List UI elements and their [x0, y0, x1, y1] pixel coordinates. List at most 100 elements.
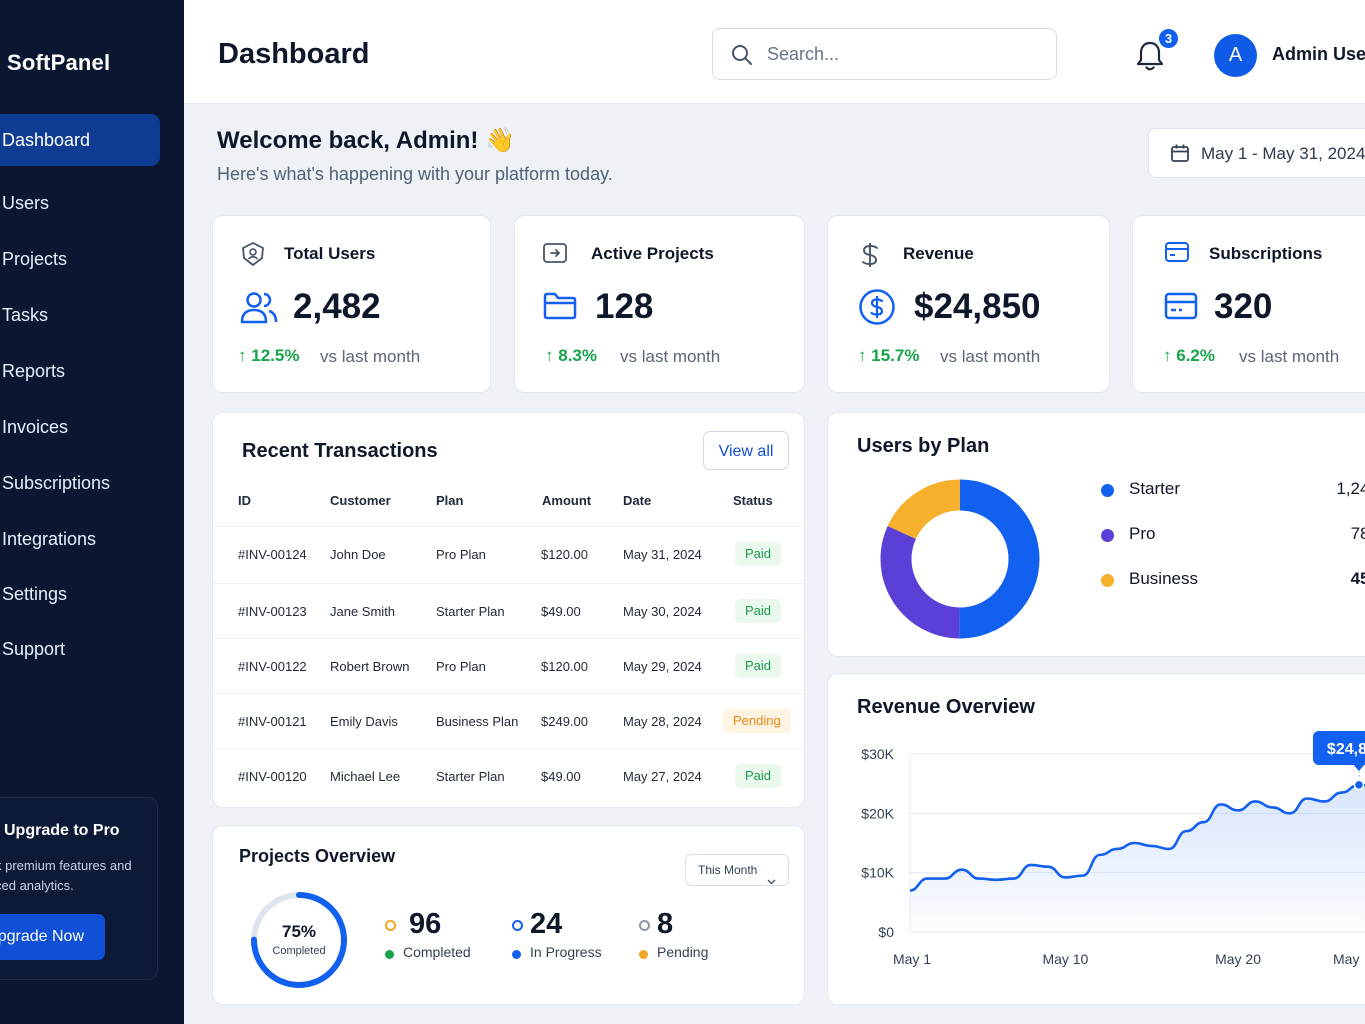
progress-ring-fill: [251, 892, 347, 988]
sidebar-item-support[interactable]: Support: [2, 639, 66, 659]
status-badge: Paid: [735, 542, 782, 566]
sidebar-item-dashboard[interactable]: Dashboard: [0, 114, 160, 166]
cell-amount: $120.00: [541, 547, 588, 562]
stat-card-active-projects: Active Projects 128 ↑ 8.3% vs last month: [514, 215, 805, 393]
legend-value: 452 (18%): [1350, 569, 1365, 588]
donut-slice-pro: [880, 479, 1040, 639]
sidebar-item-users[interactable]: Users: [2, 193, 50, 213]
column-header-plan: Plan: [436, 493, 464, 508]
projects-overview-card: Projects Overview This Month 75% Complet…: [212, 825, 805, 1005]
projects-stat-value: 24: [530, 908, 563, 940]
revenue-line: [909, 783, 1365, 892]
cell-id: #INV-00123: [238, 604, 307, 619]
period-select[interactable]: This Month: [685, 854, 789, 886]
legend-dot: [1101, 529, 1114, 542]
avatar[interactable]: A: [1214, 34, 1257, 77]
stat-title: Active Projects: [591, 244, 714, 263]
search-input[interactable]: [767, 29, 1037, 79]
status-badge: Paid: [735, 764, 782, 788]
cell-customer: Robert Brown: [330, 659, 410, 674]
cell-amount: $120.00: [541, 659, 588, 674]
upgrade-now-button[interactable]: pgrade Now: [0, 914, 105, 960]
users-by-plan-card: Users by Plan Starter 1,245 (50%) Pro 78…: [827, 412, 1365, 657]
ring-icon: [639, 920, 650, 931]
x-tick-label: May: [1333, 951, 1359, 967]
table-row[interactable]: #INV-00123 Jane Smith Starter Plan $49.0…: [213, 583, 804, 638]
recent-transactions-card: Recent Transactions View all ID Customer…: [212, 412, 805, 808]
sidebar-item-projects[interactable]: Projects: [2, 249, 68, 269]
stat-card-total-users: Total Users 2,482 ↑ 12.5% vs last month: [212, 215, 491, 393]
stat-change-value: 8.3%: [558, 346, 597, 365]
cell-plan: Starter Plan: [436, 769, 505, 784]
status-badge: Paid: [735, 654, 782, 678]
cell-amount: $249.00: [541, 714, 588, 729]
sidebar-item-integrations[interactable]: Integrations: [2, 529, 97, 549]
stat-title: Revenue: [903, 244, 974, 263]
bell-icon[interactable]: [1135, 40, 1165, 72]
projects-title: Projects Overview: [239, 846, 396, 866]
stat-vs-label: vs last month: [1239, 347, 1340, 366]
projects-stat-label: Completed: [403, 944, 471, 960]
progress-ring: [251, 892, 347, 988]
stat-vs-label: vs last month: [620, 347, 721, 366]
sidebar-item-reports[interactable]: Reports: [2, 361, 66, 381]
y-tick-label: $10K: [861, 865, 894, 881]
projects-stat-value: 96: [409, 908, 442, 940]
cell-date: May 31, 2024: [623, 547, 702, 562]
legend-name: Starter: [1129, 479, 1181, 498]
subscription-card-icon: [1165, 242, 1189, 262]
projects-stat-value: 8: [657, 908, 674, 940]
cell-customer: Emily Davis: [330, 714, 398, 729]
sidebar-item-invoices[interactable]: Invoices: [2, 417, 69, 437]
stat-card-subscriptions: Subscriptions 320 ↑ 6.2% vs last month: [1132, 215, 1365, 393]
legend-dot: [1101, 574, 1114, 587]
status-dot: [639, 950, 648, 959]
sidebar-item-tasks[interactable]: Tasks: [2, 305, 49, 325]
view-all-button[interactable]: View all: [703, 431, 789, 470]
table-row[interactable]: #INV-00120 Michael Lee Starter Plan $49.…: [213, 748, 804, 803]
legend-value: 785 (32%): [1350, 524, 1365, 543]
sidebar-item-settings[interactable]: Settings: [2, 584, 68, 604]
table-row[interactable]: #INV-00121 Emily Davis Business Plan $24…: [213, 693, 804, 748]
cell-plan: Starter Plan: [436, 604, 505, 619]
projects-stat-label: Pending: [657, 944, 709, 960]
stat-title: Subscriptions: [1209, 244, 1323, 263]
card-icon: [1164, 292, 1198, 320]
users-icon: [240, 292, 278, 324]
highlight-point[interactable]: [1353, 779, 1365, 791]
cell-customer: Jane Smith: [330, 604, 396, 619]
users-shield-icon: [242, 242, 264, 266]
x-tick-label: May 20: [1215, 951, 1261, 967]
dollar-sign-icon: [862, 243, 878, 267]
stat-change: ↑ 8.3%: [545, 346, 597, 365]
notification-badge: 3: [1157, 27, 1180, 50]
sidebar-item-subscriptions[interactable]: Subscriptions: [2, 473, 111, 493]
cell-amount: $49.00: [541, 604, 581, 619]
projects-stat-label: In Progress: [530, 944, 602, 960]
x-tick-label: May 10: [1042, 951, 1088, 967]
legend-item-pro: Pro 785 (32%): [1101, 523, 1365, 547]
legend-dot: [1101, 484, 1114, 497]
table-row[interactable]: #INV-00124 John Doe Pro Plan $120.00 May…: [213, 526, 804, 581]
upgrade-description: k premium features and ced analytics.: [0, 858, 132, 893]
callout-arrow: [1352, 764, 1365, 771]
y-tick-label: $0: [878, 924, 894, 940]
table-row[interactable]: #INV-00122 Robert Brown Pro Plan $120.00…: [213, 638, 804, 693]
stat-change-value: 6.2%: [1176, 346, 1215, 365]
user-name[interactable]: Admin User: [1272, 44, 1365, 64]
stat-change: ↑ 12.5%: [238, 346, 300, 365]
x-tick-label: May 1: [893, 951, 931, 967]
legend-value: 1,245 (50%): [1336, 479, 1365, 498]
search-box[interactable]: [712, 28, 1057, 80]
legend-item-business: Business 452 (18%): [1101, 568, 1365, 592]
dollar-circle-icon: [859, 289, 895, 325]
date-range-picker[interactable]: May 1 - May 31, 2024: [1148, 128, 1365, 178]
cell-id: #INV-00124: [238, 547, 307, 562]
cell-customer: John Doe: [330, 547, 386, 562]
upgrade-card: Upgrade to Pro k premium features and ce…: [0, 797, 158, 980]
stat-title: Total Users: [284, 244, 376, 263]
cell-plan: Business Plan: [436, 714, 519, 729]
revenue-area: [910, 784, 1365, 932]
legend-name: Business: [1129, 569, 1198, 588]
stat-vs-label: vs last month: [320, 347, 421, 366]
